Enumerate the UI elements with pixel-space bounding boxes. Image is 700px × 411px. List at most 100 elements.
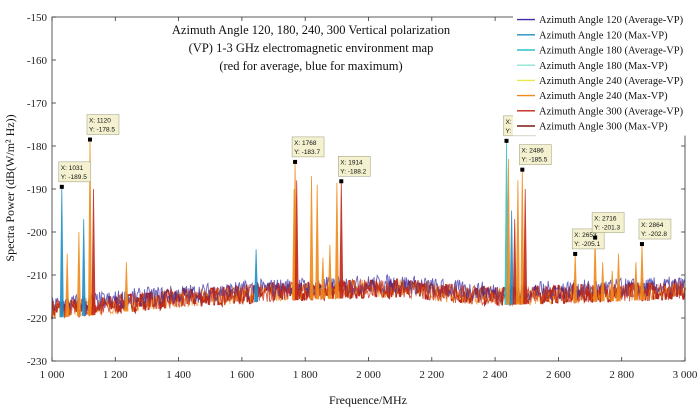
peak-spike-23: [523, 188, 528, 305]
datatip-marker: [87, 137, 92, 142]
datatip-y-label: Y: -183.7: [294, 149, 320, 156]
y-tick-label: -180: [27, 141, 48, 153]
peak-spike-19: [509, 210, 514, 305]
datatip-x-label: X: 2653: [574, 232, 597, 239]
datatip-marker: [639, 242, 644, 247]
datatip-y-label: Y: -185.5: [521, 157, 547, 164]
peak-spike-2: [76, 231, 81, 317]
title-line-2: (VP) 1-3 GHz electromagnetic environment…: [189, 41, 434, 55]
title-line-3: (red for average, blue for maximum): [219, 59, 402, 73]
legend-entry: Azimuth Angle 180 (Average-VP): [517, 46, 684, 57]
legend-entry: Azimuth Angle 240 (Max-VP): [517, 91, 668, 102]
datatip-x-label: X: 2486: [521, 148, 544, 155]
y-tick-label: -230: [27, 356, 48, 368]
x-axis-label: Frequence/MHz: [329, 393, 407, 407]
legend-label: Azimuth Angle 120 (Average-VP): [539, 15, 684, 26]
datatip: X: 1768 Y: -183.7: [291, 136, 325, 164]
legend-entry: Azimuth Angle 120 (Max-VP): [517, 30, 668, 41]
x-tick-label: 2 000: [356, 369, 381, 381]
datatip-marker: [573, 251, 578, 256]
legend-label: Azimuth Angle 180 (Average-VP): [539, 46, 684, 57]
peak-spike-7: [254, 249, 259, 303]
datatip-y-label: Y: -188.2: [340, 168, 366, 175]
datatip-box: [591, 212, 625, 233]
peak-spike-15: [334, 182, 339, 299]
noise-series-2: [51, 273, 686, 313]
datatip-x-label: X: 1914: [340, 159, 363, 166]
datatip: X: 2716 Y: -201.3: [591, 212, 625, 240]
x-tick-label: 2 400: [483, 369, 508, 381]
y-tick-label: -150: [27, 12, 48, 24]
datatip-y-label: Y: -201.3: [594, 225, 620, 232]
peak-spike-12: [315, 184, 320, 300]
legend-entry: Azimuth Angle 240 (Average-VP): [517, 76, 684, 87]
peak-spike-6: [124, 262, 129, 312]
peak-spike-21: [515, 180, 520, 305]
peak-spikes: [59, 139, 644, 318]
x-tick-label: 1 600: [230, 369, 255, 381]
legend-label: Azimuth Angle 300 (Max-VP): [539, 122, 668, 133]
x-tick-label: 1 000: [40, 369, 65, 381]
peak-spike-28: [616, 253, 621, 301]
title-line-1: Azimuth Angle 120, 180, 240, 300 Vertica…: [172, 23, 451, 37]
x-tick-label: 2 200: [419, 369, 444, 381]
chart-title: Azimuth Angle 120, 180, 240, 300 Vertica…: [172, 23, 451, 73]
datatip-box: [338, 156, 371, 177]
peak-spike-5: [91, 188, 96, 315]
datatip-marker: [59, 184, 64, 189]
peak-spike-13: [320, 257, 325, 300]
datatip: X: 2653 Y: -205.1: [571, 228, 605, 256]
legend-label: Azimuth Angle 180 (Max-VP): [539, 61, 668, 72]
legend-entry: Azimuth Angle 300 (Average-VP): [517, 106, 684, 117]
legend: Azimuth Angle 120 (Average-VP) Azimuth An…: [513, 8, 691, 136]
datatip-marker: [504, 138, 509, 143]
legend-background: [513, 8, 691, 136]
x-tick-label: 1 200: [103, 369, 128, 381]
datatip-x-label: X: 1031: [61, 165, 84, 172]
y-tick-label: -170: [27, 98, 48, 110]
legend-label: Azimuth Angle 240 (Average-VP): [539, 76, 684, 87]
y-tick-label: -200: [27, 227, 48, 239]
x-tick-label: 2 800: [609, 369, 634, 381]
datatip-box: [291, 136, 325, 158]
legend-entry: Azimuth Angle 120 (Average-VP): [517, 15, 684, 26]
peak-spike-14: [327, 244, 332, 299]
datatip-y-label: Y: -189.5: [61, 174, 87, 181]
datatip: X: 1120 Y: -178.5: [86, 114, 120, 142]
noise-band: [51, 273, 686, 320]
datatip-marker: [520, 167, 525, 172]
datatip-y-label: Y: -205.1: [574, 241, 600, 248]
datatip-marker: [593, 235, 598, 240]
datatip-box: [571, 228, 605, 250]
y-tick-label: -210: [27, 270, 48, 282]
datatip-marker: [293, 159, 298, 164]
legend-label: Azimuth Angle 300 (Average-VP): [539, 106, 684, 117]
datatip-box: [86, 114, 120, 135]
datatip-x-label: X: 1768: [294, 140, 317, 147]
peak-spike-10: [294, 180, 299, 301]
legend-label: Azimuth Angle 120 (Max-VP): [539, 30, 668, 41]
x-tick-label: 2 600: [546, 369, 571, 381]
datatip-x-label: X: 2864: [641, 222, 664, 229]
y-tick-label: -220: [27, 313, 48, 325]
x-tick-label: 1 400: [166, 369, 191, 381]
datatip-box: [638, 218, 672, 240]
peak-spike-1: [65, 253, 70, 318]
peak-spike-29: [633, 262, 638, 301]
datatip: X: 1914 Y: -188.2: [338, 156, 371, 184]
datatip-y-label: Y: -202.8: [641, 231, 667, 238]
legend-label: Azimuth Angle 240 (Max-VP): [539, 91, 668, 102]
peak-spike-3: [81, 219, 86, 316]
datatip: X: 2864 Y: -202.8: [638, 218, 672, 247]
legend-entry: Azimuth Angle 300 (Max-VP): [517, 122, 668, 133]
x-tick-label: 1 800: [293, 369, 318, 381]
datatip-box: [519, 144, 552, 165]
peak-spike-26: [600, 262, 605, 302]
datatip-x-label: X: 2716: [594, 216, 617, 223]
datatip: X: 1031 Y: -189.5: [58, 161, 92, 189]
x-tick-label: 3 000: [673, 369, 698, 381]
y-tick-label: -160: [27, 55, 48, 67]
peak-spike-20: [512, 219, 517, 305]
peak-spike-18: [506, 158, 511, 305]
datatip: X: 2486 Y: -185.5: [519, 144, 552, 172]
